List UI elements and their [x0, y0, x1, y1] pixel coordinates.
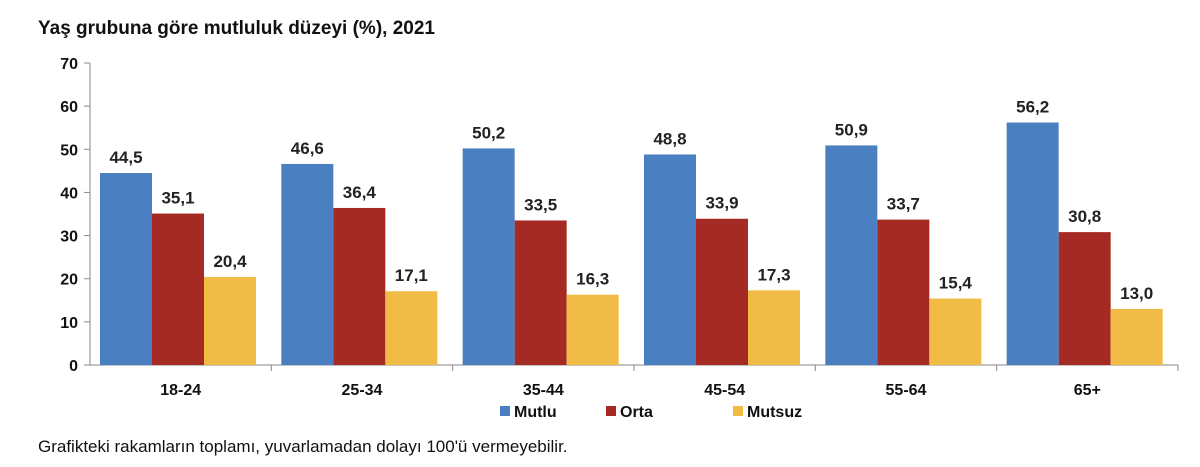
bar-mutsuz-55-64 — [929, 298, 982, 365]
data-label: 17,1 — [395, 266, 428, 285]
data-label: 16,3 — [576, 270, 609, 289]
bar-mutsuz-25-34 — [385, 291, 438, 365]
footnote: Grafikteki rakamların toplamı, yuvarlama… — [38, 437, 568, 456]
bar-orta-18-24 — [152, 213, 204, 365]
x-tick-label: 18-24 — [160, 382, 201, 399]
bar-orta-25-34 — [333, 207, 386, 365]
data-label: 56,2 — [1016, 98, 1049, 117]
x-tick-label: 25-34 — [342, 382, 383, 399]
bar-mutlu-55-64 — [825, 145, 878, 365]
bar-mutlu-18-24 — [100, 173, 152, 365]
y-tick-label: 60 — [60, 99, 78, 116]
x-tick-label: 45-54 — [704, 382, 745, 399]
bar-mutlu-25-34 — [281, 163, 334, 365]
y-tick-label: 30 — [60, 229, 78, 246]
legend-label-mutsuz: Mutsuz — [747, 404, 802, 421]
bar-orta-35-44 — [514, 220, 567, 365]
data-label: 36,4 — [343, 183, 377, 202]
bar-mutlu-65+ — [1006, 122, 1059, 365]
bar-mutsuz-45-54 — [748, 290, 800, 365]
data-label: 17,3 — [757, 265, 790, 284]
data-label: 15,4 — [939, 274, 973, 293]
data-label: 35,1 — [161, 189, 194, 208]
bar-mutlu-45-54 — [644, 154, 696, 365]
x-tick-label: 65+ — [1074, 382, 1101, 399]
chart-title: Yaş grubuna göre mutluluk düzeyi (%), 20… — [38, 18, 435, 39]
data-label: 50,2 — [472, 123, 505, 142]
data-labels: 44,5 35,1 20,4 46,6 36,4 17,1 50,2 33,5 16,3 48,8… — [109, 98, 1153, 303]
legend-label-mutlu: Mutlu — [514, 404, 557, 421]
bar-orta-55-64 — [877, 219, 930, 365]
y-tick-label: 10 — [60, 315, 78, 332]
legend: Mutlu Orta Mutsuz — [500, 404, 802, 421]
data-label: 33,7 — [887, 195, 920, 214]
axes: 0 10 20 30 40 50 60 70 18-24 25-34 35-44 45-54 55-64… — [60, 56, 1179, 399]
data-label: 46,6 — [291, 139, 324, 158]
bar-orta-45-54 — [696, 218, 748, 365]
legend-swatch-mutsuz — [733, 406, 743, 416]
data-label: 33,9 — [705, 194, 738, 213]
y-tick-label: 40 — [60, 185, 78, 202]
x-tick-label: 35-44 — [523, 382, 564, 399]
data-label: 48,8 — [653, 129, 686, 148]
legend-swatch-mutlu — [500, 406, 510, 416]
data-label: 20,4 — [213, 252, 247, 271]
y-tick-label: 70 — [60, 56, 78, 73]
data-label: 33,5 — [524, 195, 557, 214]
legend-label-orta: Orta — [620, 404, 653, 421]
data-label: 44,5 — [109, 148, 142, 167]
bars — [100, 122, 1163, 365]
bar-orta-65+ — [1058, 232, 1111, 365]
bar-mutsuz-65+ — [1110, 308, 1163, 365]
y-tick-label: 0 — [69, 358, 78, 375]
y-tick-label: 50 — [60, 142, 78, 159]
data-label: 13,0 — [1120, 284, 1153, 303]
data-label: 30,8 — [1068, 207, 1101, 226]
bar-mutsuz-35-44 — [566, 294, 619, 365]
bar-mutlu-35-44 — [462, 148, 515, 365]
x-tick-label: 55-64 — [886, 382, 927, 399]
bar-mutsuz-18-24 — [204, 276, 256, 365]
legend-swatch-orta — [606, 406, 616, 416]
y-tick-label: 20 — [60, 272, 78, 289]
data-label: 50,9 — [835, 120, 868, 139]
